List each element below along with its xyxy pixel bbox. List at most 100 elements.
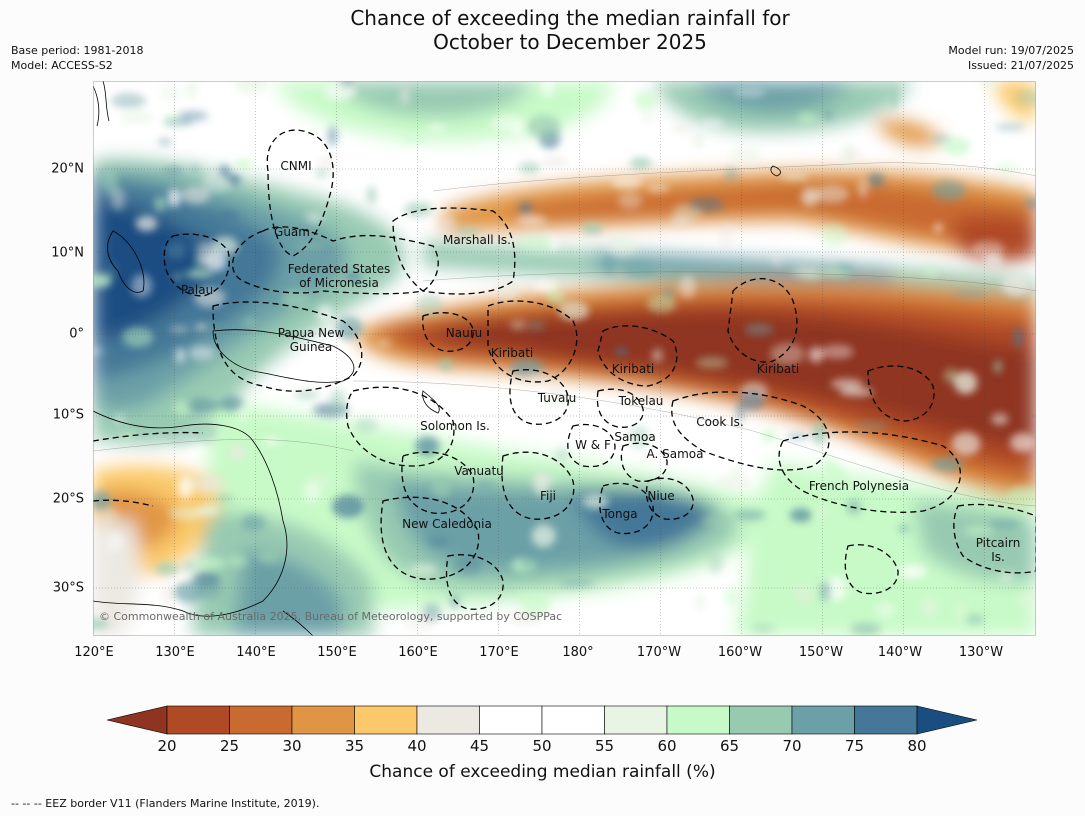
speckle bbox=[647, 295, 677, 313]
contour-lines bbox=[93, 162, 1036, 507]
speckle bbox=[102, 170, 119, 195]
speckle bbox=[558, 300, 589, 321]
speckle bbox=[615, 347, 628, 355]
speckle bbox=[118, 110, 154, 125]
speckle bbox=[548, 235, 559, 253]
speckle bbox=[404, 202, 433, 217]
speckle bbox=[192, 239, 203, 257]
label-kiribati-east: Kiribati bbox=[756, 362, 800, 376]
speckle bbox=[663, 290, 674, 299]
coastlines bbox=[93, 81, 781, 636]
speckle bbox=[942, 518, 953, 533]
y-tick: 30°S bbox=[52, 580, 84, 596]
speckle bbox=[438, 359, 454, 370]
label-american-samoa: A. Samoa bbox=[646, 447, 704, 461]
map-frame bbox=[93, 81, 1036, 636]
speckle bbox=[740, 389, 765, 412]
speckle bbox=[546, 288, 565, 305]
colorbar-tick-label: 60 bbox=[657, 737, 677, 755]
speckle bbox=[611, 177, 643, 189]
speckle bbox=[994, 163, 1019, 173]
x-tick: 160°E bbox=[398, 645, 438, 660]
speckle bbox=[98, 508, 119, 527]
rainfall-fields bbox=[93, 81, 1036, 636]
speckle bbox=[329, 389, 347, 412]
colorbar-bin bbox=[604, 705, 668, 735]
speckle bbox=[1007, 485, 1036, 505]
colorbar-bin bbox=[291, 705, 355, 735]
speckle bbox=[991, 413, 1009, 426]
speckle bbox=[875, 602, 896, 618]
label-marshall-islands: Marshall Is. bbox=[443, 233, 511, 247]
y-tick: 10°N bbox=[51, 245, 84, 261]
speckle bbox=[695, 356, 729, 369]
speckle bbox=[110, 187, 126, 211]
speckle bbox=[536, 506, 554, 523]
label-vanuatu: Vanuatu bbox=[454, 464, 504, 478]
colorbar-tick-label: 50 bbox=[532, 737, 552, 755]
x-tick: 150°W bbox=[798, 645, 844, 660]
speckle bbox=[316, 304, 334, 322]
speckle bbox=[898, 525, 910, 532]
speckle bbox=[135, 215, 158, 232]
speckle bbox=[634, 90, 657, 112]
speckle bbox=[110, 93, 147, 109]
colorbar-bin bbox=[354, 705, 418, 735]
speckle bbox=[931, 180, 967, 201]
colorbar-bin bbox=[479, 705, 543, 735]
x-tick: 130°W bbox=[958, 645, 1004, 660]
speckle bbox=[789, 508, 812, 523]
label-niue: Niue bbox=[647, 489, 675, 503]
speckle bbox=[327, 126, 338, 146]
speckle bbox=[581, 223, 603, 235]
eez-legend-note: -- -- -- EEZ border V11 (Flanders Marine… bbox=[11, 797, 320, 810]
eez-wallis-futuna bbox=[567, 423, 616, 468]
label-tuvalu: Tuvalu bbox=[537, 391, 577, 405]
speckle bbox=[792, 265, 819, 279]
label-nauru: Nauru bbox=[445, 326, 483, 340]
speckle bbox=[1015, 90, 1036, 106]
eez-solomon bbox=[346, 386, 455, 467]
speckle bbox=[998, 572, 1014, 582]
speckle bbox=[438, 216, 457, 230]
speckle bbox=[295, 241, 326, 250]
x-tick: 140°E bbox=[236, 645, 276, 660]
speckle bbox=[607, 235, 638, 255]
speckle bbox=[542, 394, 578, 410]
speckle bbox=[227, 174, 241, 186]
eez-nauru bbox=[422, 312, 474, 352]
speckle bbox=[168, 188, 181, 208]
colorbar-tick-label: 25 bbox=[219, 737, 240, 755]
label-png: Papua New Guinea bbox=[277, 326, 345, 354]
speckle bbox=[113, 413, 126, 425]
speckle bbox=[189, 322, 225, 333]
colorbar-bin bbox=[791, 705, 855, 735]
speckle bbox=[994, 123, 1026, 131]
speckle bbox=[400, 134, 428, 144]
speckle bbox=[218, 164, 230, 179]
speckle bbox=[971, 240, 1005, 259]
australia-coast bbox=[93, 410, 288, 617]
eez-cnmi bbox=[266, 129, 334, 257]
y-tick: 20°S bbox=[52, 491, 84, 507]
speckle bbox=[830, 378, 864, 390]
rainfall-map bbox=[93, 81, 1036, 636]
speckle bbox=[518, 201, 533, 216]
speckle bbox=[192, 420, 218, 444]
speckle bbox=[217, 210, 240, 222]
speckle bbox=[530, 476, 561, 483]
speckle bbox=[761, 429, 777, 442]
speckle bbox=[554, 447, 570, 462]
x-tick: 130°E bbox=[155, 645, 195, 660]
colorbar-tick-label: 35 bbox=[344, 737, 365, 755]
speckle bbox=[158, 138, 172, 146]
speckle bbox=[181, 559, 196, 573]
mindanao-coast bbox=[107, 230, 145, 293]
x-tick: 170°E bbox=[479, 645, 519, 660]
y-tick: 20°N bbox=[51, 161, 84, 177]
colorbar-tick-label: 70 bbox=[782, 737, 802, 755]
speckle bbox=[820, 581, 831, 602]
speckle bbox=[160, 584, 176, 607]
meta-left: Base period: 1981-2018 Model: ACCESS-S2 bbox=[11, 43, 143, 73]
speckle bbox=[235, 159, 253, 170]
